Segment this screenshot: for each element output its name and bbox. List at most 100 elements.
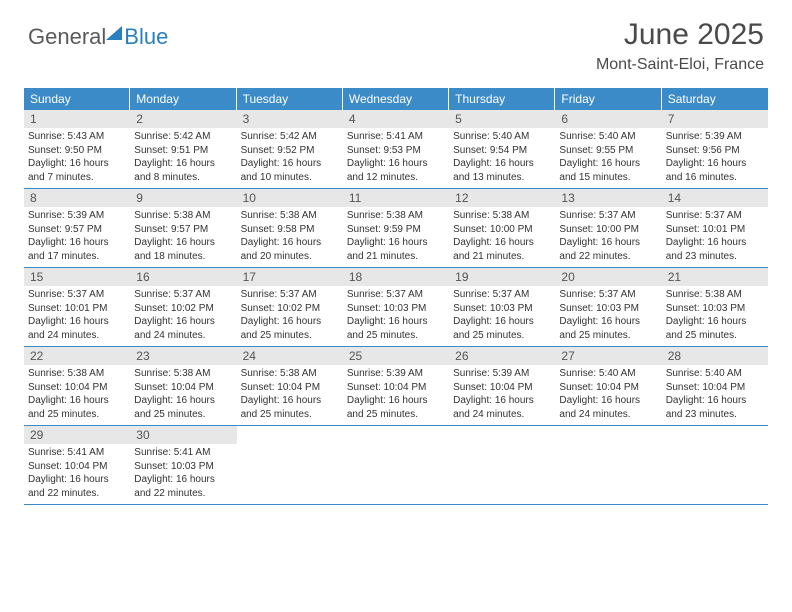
day-cell [343, 426, 449, 504]
daylight-text: Daylight: 16 hours and 25 minutes. [559, 315, 657, 342]
sunset-text: Sunset: 10:04 PM [241, 381, 339, 395]
day-number: 16 [130, 268, 236, 286]
day-number: 20 [555, 268, 661, 286]
sunrise-text: Sunrise: 5:37 AM [347, 288, 445, 302]
daylight-text: Daylight: 16 hours and 25 minutes. [134, 394, 232, 421]
sunrise-text: Sunrise: 5:39 AM [666, 130, 764, 144]
daylight-text: Daylight: 16 hours and 24 minutes. [28, 315, 126, 342]
sunrise-text: Sunrise: 5:40 AM [559, 367, 657, 381]
day-number: 29 [24, 426, 130, 444]
sunset-text: Sunset: 9:58 PM [241, 223, 339, 237]
day-cell: 23Sunrise: 5:38 AMSunset: 10:04 PMDaylig… [130, 347, 236, 425]
day-cell: 5Sunrise: 5:40 AMSunset: 9:54 PMDaylight… [449, 110, 555, 188]
week-row: 1Sunrise: 5:43 AMSunset: 9:50 PMDaylight… [24, 110, 768, 189]
daylight-text: Daylight: 16 hours and 22 minutes. [559, 236, 657, 263]
day-cell: 3Sunrise: 5:42 AMSunset: 9:52 PMDaylight… [237, 110, 343, 188]
sunrise-text: Sunrise: 5:39 AM [347, 367, 445, 381]
day-body: Sunrise: 5:37 AMSunset: 10:03 PMDaylight… [449, 286, 555, 346]
sunrise-text: Sunrise: 5:37 AM [559, 288, 657, 302]
sunset-text: Sunset: 9:57 PM [28, 223, 126, 237]
day-cell: 19Sunrise: 5:37 AMSunset: 10:03 PMDaylig… [449, 268, 555, 346]
sunset-text: Sunset: 10:02 PM [134, 302, 232, 316]
day-body: Sunrise: 5:37 AMSunset: 10:00 PMDaylight… [555, 207, 661, 267]
day-cell: 17Sunrise: 5:37 AMSunset: 10:02 PMDaylig… [237, 268, 343, 346]
sunset-text: Sunset: 10:02 PM [241, 302, 339, 316]
day-number: 2 [130, 110, 236, 128]
sunset-text: Sunset: 10:00 PM [453, 223, 551, 237]
sunset-text: Sunset: 10:03 PM [666, 302, 764, 316]
day-number: 14 [662, 189, 768, 207]
day-cell: 2Sunrise: 5:42 AMSunset: 9:51 PMDaylight… [130, 110, 236, 188]
sunrise-text: Sunrise: 5:40 AM [559, 130, 657, 144]
sunset-text: Sunset: 10:04 PM [28, 381, 126, 395]
sunset-text: Sunset: 10:00 PM [559, 223, 657, 237]
day-body: Sunrise: 5:37 AMSunset: 10:02 PMDaylight… [130, 286, 236, 346]
day-cell: 11Sunrise: 5:38 AMSunset: 9:59 PMDayligh… [343, 189, 449, 267]
daylight-text: Daylight: 16 hours and 22 minutes. [28, 473, 126, 500]
sunset-text: Sunset: 10:03 PM [134, 460, 232, 474]
day-body: Sunrise: 5:37 AMSunset: 10:01 PMDaylight… [662, 207, 768, 267]
daylight-text: Daylight: 16 hours and 25 minutes. [453, 315, 551, 342]
day-number: 4 [343, 110, 449, 128]
day-body: Sunrise: 5:37 AMSunset: 10:03 PMDaylight… [555, 286, 661, 346]
daylight-text: Daylight: 16 hours and 25 minutes. [241, 394, 339, 421]
sunset-text: Sunset: 10:03 PM [347, 302, 445, 316]
day-cell: 22Sunrise: 5:38 AMSunset: 10:04 PMDaylig… [24, 347, 130, 425]
daylight-text: Daylight: 16 hours and 25 minutes. [28, 394, 126, 421]
day-body: Sunrise: 5:39 AMSunset: 9:56 PMDaylight:… [662, 128, 768, 188]
day-cell: 21 Sunrise: 5:38 AMSunset: 10:03 PMDaylig… [662, 268, 768, 346]
sunset-text: Sunset: 10:04 PM [28, 460, 126, 474]
week-row: 8Sunrise: 5:39 AMSunset: 9:57 PMDaylight… [24, 189, 768, 268]
day-number: 5 [449, 110, 555, 128]
day-cell: 6Sunrise: 5:40 AMSunset: 9:55 PMDaylight… [555, 110, 661, 188]
sunrise-text: Sunrise: 5:41 AM [347, 130, 445, 144]
sunrise-text: Sunrise: 5:38 AM [241, 209, 339, 223]
day-number: 7 [662, 110, 768, 128]
day-body: Sunrise: 5:38 AMSunset: 9:57 PMDaylight:… [130, 207, 236, 267]
sunset-text: Sunset: 10:04 PM [453, 381, 551, 395]
header: General Blue June 2025 Mont-Saint-Eloi, … [0, 0, 792, 82]
location: Mont-Saint-Eloi, France [596, 56, 764, 74]
day-number: 12 [449, 189, 555, 207]
day-number: 30 [130, 426, 236, 444]
sunrise-text: Sunrise: 5:38 AM [666, 288, 764, 302]
day-number: 1 [24, 110, 130, 128]
day-cell: 24Sunrise: 5:38 AMSunset: 10:04 PMDaylig… [237, 347, 343, 425]
daylight-text: Daylight: 16 hours and 13 minutes. [453, 157, 551, 184]
day-body: Sunrise: 5:38 AMSunset: 9:58 PMDaylight:… [237, 207, 343, 267]
day-cell: 7Sunrise: 5:39 AMSunset: 9:56 PMDaylight… [662, 110, 768, 188]
sunset-text: Sunset: 9:59 PM [347, 223, 445, 237]
day-number: 28 [662, 347, 768, 365]
dow-cell: Monday [130, 88, 236, 110]
day-number: 19 [449, 268, 555, 286]
sunset-text: Sunset: 9:56 PM [666, 144, 764, 158]
logo-text-general: General [28, 24, 106, 50]
sunrise-text: Sunrise: 5:38 AM [28, 367, 126, 381]
dow-cell: Thursday [449, 88, 555, 110]
day-number: 21 [662, 268, 768, 286]
daylight-text: Daylight: 16 hours and 25 minutes. [666, 315, 764, 342]
day-cell: 13Sunrise: 5:37 AMSunset: 10:00 PMDaylig… [555, 189, 661, 267]
day-body: Sunrise: 5:37 AMSunset: 10:02 PMDaylight… [237, 286, 343, 346]
day-cell: 16Sunrise: 5:37 AMSunset: 10:02 PMDaylig… [130, 268, 236, 346]
sunrise-text: Sunrise: 5:38 AM [134, 367, 232, 381]
day-body: Sunrise: 5:38 AMSunset: 10:04 PMDaylight… [130, 365, 236, 425]
week-row: 22Sunrise: 5:38 AMSunset: 10:04 PMDaylig… [24, 347, 768, 426]
day-body: Sunrise: 5:40 AMSunset: 10:04 PMDaylight… [662, 365, 768, 425]
daylight-text: Daylight: 16 hours and 25 minutes. [347, 315, 445, 342]
title-block: June 2025 Mont-Saint-Eloi, France [596, 18, 764, 74]
day-cell: 9Sunrise: 5:38 AMSunset: 9:57 PMDaylight… [130, 189, 236, 267]
daylight-text: Daylight: 16 hours and 21 minutes. [453, 236, 551, 263]
day-body: Sunrise: 5:37 AMSunset: 10:01 PMDaylight… [24, 286, 130, 346]
daylight-text: Daylight: 16 hours and 23 minutes. [666, 394, 764, 421]
sunset-text: Sunset: 9:55 PM [559, 144, 657, 158]
day-number: 13 [555, 189, 661, 207]
sunset-text: Sunset: 10:04 PM [134, 381, 232, 395]
sunset-text: Sunset: 10:01 PM [28, 302, 126, 316]
day-cell: 28Sunrise: 5:40 AMSunset: 10:04 PMDaylig… [662, 347, 768, 425]
daylight-text: Daylight: 16 hours and 8 minutes. [134, 157, 232, 184]
sunset-text: Sunset: 10:01 PM [666, 223, 764, 237]
day-cell: 12Sunrise: 5:38 AMSunset: 10:00 PMDaylig… [449, 189, 555, 267]
day-cell: 8Sunrise: 5:39 AMSunset: 9:57 PMDaylight… [24, 189, 130, 267]
day-number: 3 [237, 110, 343, 128]
